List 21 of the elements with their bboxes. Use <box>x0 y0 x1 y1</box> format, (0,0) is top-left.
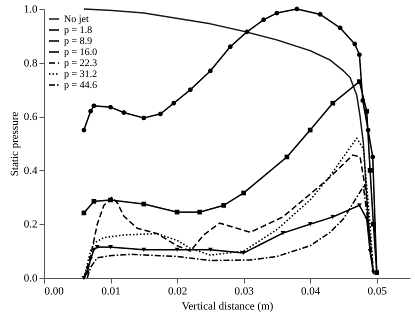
legend-label: p = 31.2 <box>64 69 98 80</box>
y-tick-label: 1.0 <box>24 4 38 16</box>
x-tick-label: 0.02 <box>168 286 188 298</box>
y-tick-label: 0.2 <box>24 218 38 231</box>
legend-label: p = 8.9 <box>64 36 92 47</box>
x-tick-label: 0.00 <box>44 286 64 298</box>
legend-label: No jet <box>64 14 89 25</box>
x-tick-label: 0.03 <box>234 286 254 298</box>
y-tick-label: 0.4 <box>24 164 38 177</box>
x-axis-title: Vertical distance (m) <box>182 300 274 312</box>
x-tick-label: 0.04 <box>301 286 321 298</box>
legend-label: p = 16.0 <box>64 47 98 58</box>
y-tick-label: 0.0 <box>24 272 38 284</box>
y-tick-label: 0.8 <box>24 57 38 70</box>
x-tick-label: 0.01 <box>101 286 121 298</box>
legend-label: p = 22.3 <box>64 58 98 69</box>
x-tick-label: 0.05 <box>368 286 388 298</box>
y-axis-title: Static pressure <box>8 112 21 176</box>
y-tick-label: 0.6 <box>24 111 38 124</box>
legend-label: p = 1.8 <box>64 25 92 36</box>
legend-label: p = 44.6 <box>64 80 98 91</box>
